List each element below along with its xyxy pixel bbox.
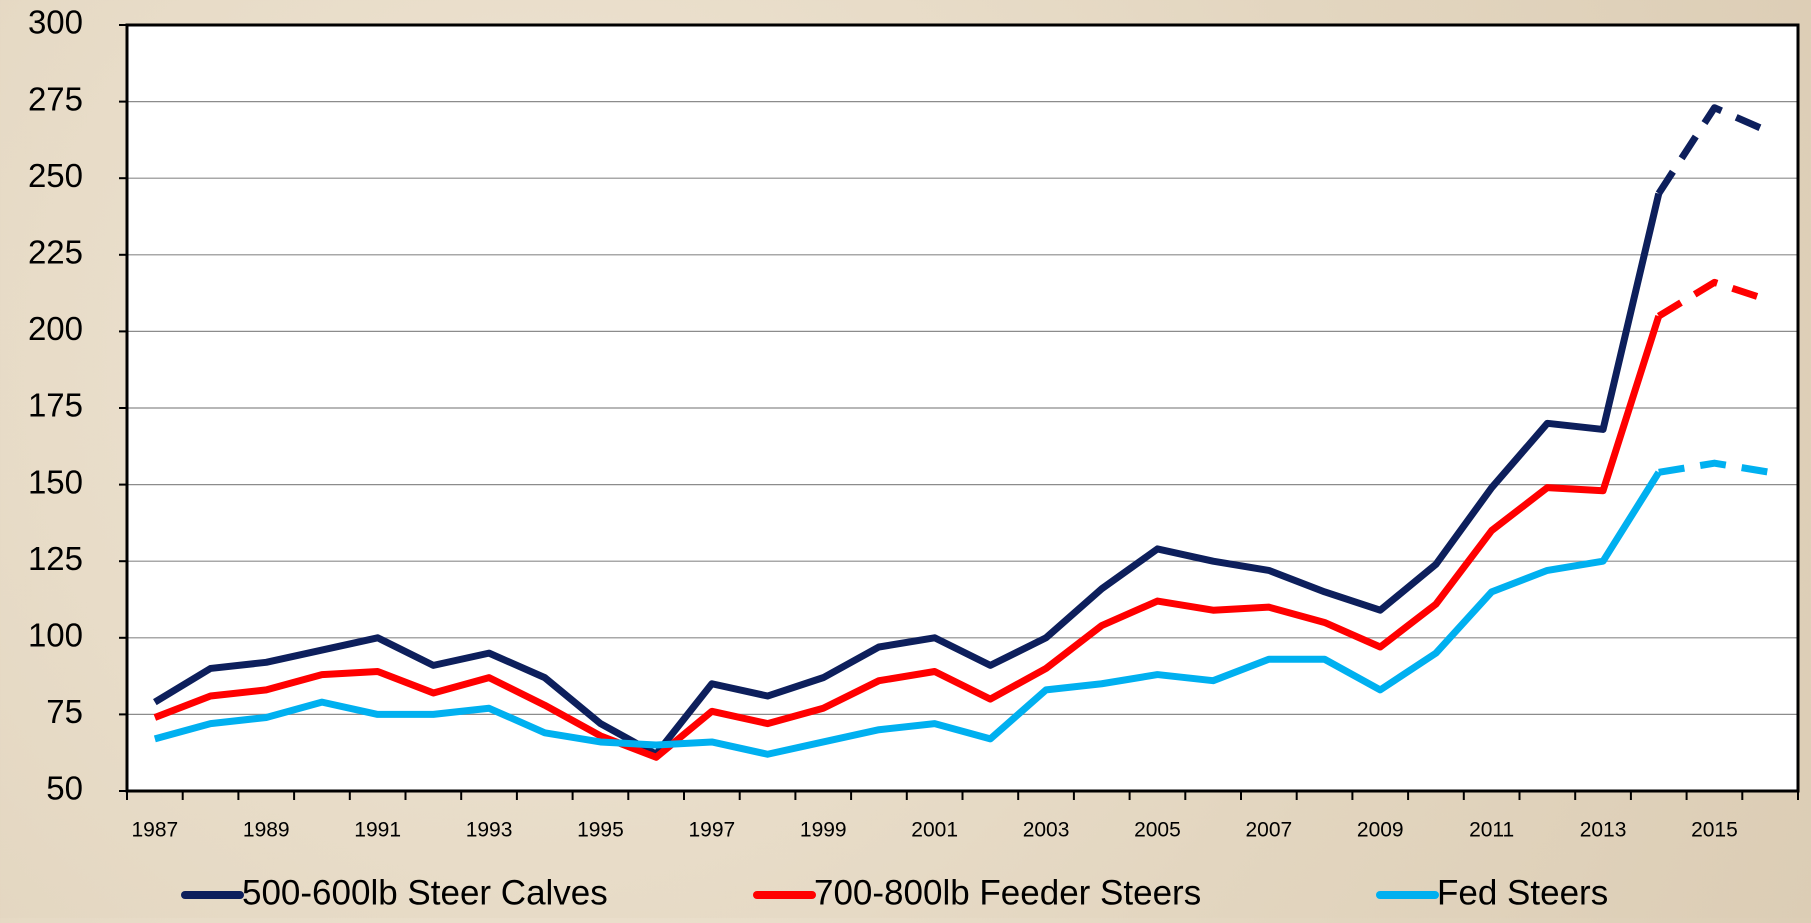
line bbox=[153, 470, 1662, 758]
y-tick-label: 75 bbox=[46, 693, 83, 730]
x-tick-label: 2015 bbox=[1691, 819, 1738, 842]
legend-label: 500-600lb Steer Calves bbox=[242, 873, 608, 912]
y-tick-label: 250 bbox=[28, 157, 83, 194]
plot-border bbox=[125, 23, 1800, 793]
x-tick-label: 1997 bbox=[688, 819, 735, 842]
line-projection bbox=[1658, 459, 1771, 476]
y-tick-label: 175 bbox=[28, 387, 83, 424]
x-tick-label: 2009 bbox=[1357, 819, 1404, 842]
y-tick-label: 200 bbox=[28, 310, 83, 347]
legend-label: Fed Steers bbox=[1437, 873, 1608, 912]
x-tick-label: 1987 bbox=[131, 819, 178, 842]
y-tick-label: 225 bbox=[28, 234, 83, 271]
x-tick-label: 2013 bbox=[1580, 819, 1627, 842]
x-tick-label: 2007 bbox=[1245, 819, 1292, 842]
y-tick-label: 125 bbox=[28, 540, 83, 577]
line bbox=[153, 315, 1663, 761]
y-tick-label: 150 bbox=[28, 463, 83, 500]
x-tick-label: 1989 bbox=[243, 819, 290, 842]
x-tick-label: 1999 bbox=[800, 819, 847, 842]
line-projection bbox=[1656, 278, 1772, 320]
y-tick-label: 275 bbox=[28, 80, 83, 117]
x-tick-label: 2005 bbox=[1134, 819, 1181, 842]
line bbox=[153, 192, 1663, 758]
x-tick-label: 2011 bbox=[1469, 819, 1514, 842]
legend-label: 700-800lb Feeder Steers bbox=[814, 873, 1201, 912]
x-tick-label: 2003 bbox=[1023, 819, 1070, 842]
x-tick-label: 1993 bbox=[466, 819, 513, 842]
x-tick-label: 2001 bbox=[911, 819, 958, 842]
x-tick-label: 1995 bbox=[577, 819, 624, 842]
x-tick-label: 1991 bbox=[354, 819, 401, 842]
y-tick-label: 300 bbox=[28, 4, 83, 41]
y-tick-label: 50 bbox=[46, 770, 83, 807]
line-projection bbox=[1655, 104, 1772, 196]
y-tick-label: 100 bbox=[28, 617, 83, 654]
